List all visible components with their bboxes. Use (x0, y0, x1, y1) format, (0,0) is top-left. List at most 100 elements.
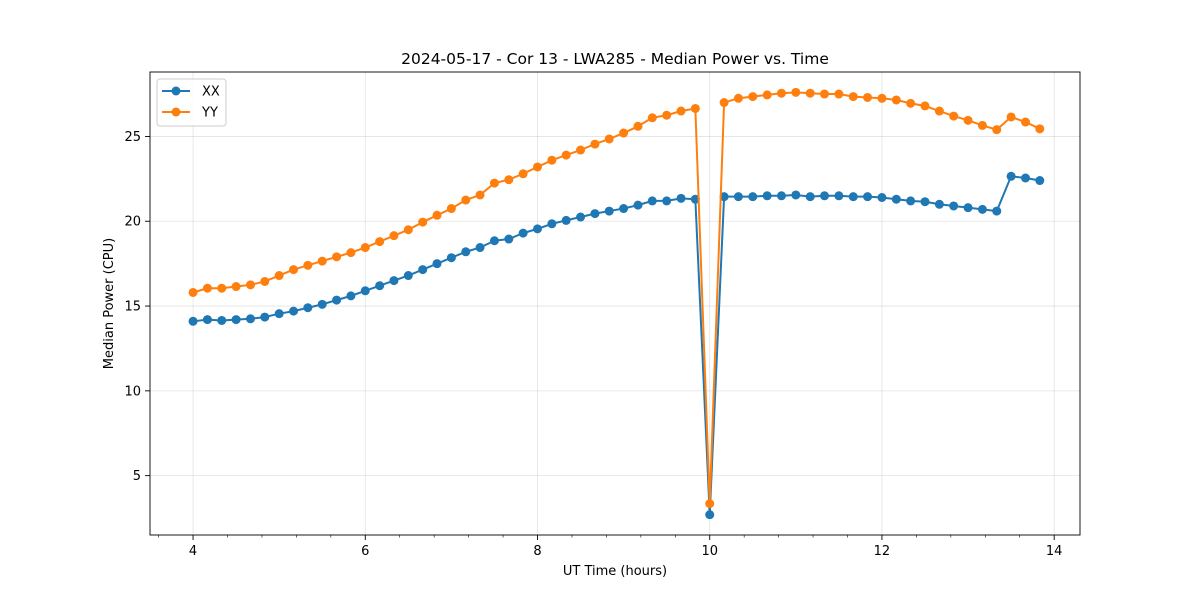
x-tick-label: 14 (1046, 544, 1063, 559)
data-point-yy (949, 111, 959, 121)
data-point-xx (346, 291, 356, 301)
data-point-yy (389, 231, 399, 241)
data-point-xx (619, 204, 629, 214)
data-point-xx (188, 316, 198, 326)
data-point-xx (906, 196, 916, 206)
data-point-xx (705, 510, 715, 520)
data-point-xx (992, 206, 1002, 216)
plot-area-frame (149, 71, 1081, 536)
data-point-yy (1035, 124, 1045, 134)
data-point-yy (963, 115, 973, 125)
data-point-xx (1020, 173, 1030, 183)
data-point-xx (719, 192, 729, 202)
data-point-yy (303, 260, 313, 270)
data-point-yy (820, 89, 830, 99)
data-point-xx (604, 206, 614, 216)
data-point-xx (375, 281, 385, 291)
data-point-yy (504, 175, 514, 185)
data-point-xx (432, 259, 442, 269)
data-point-yy (662, 110, 672, 120)
data-point-xx (217, 315, 227, 325)
data-point-xx (274, 309, 284, 319)
data-point-xx (1006, 171, 1016, 181)
data-point-yy (1006, 112, 1016, 122)
data-point-xx (748, 192, 758, 202)
data-point-xx (834, 191, 844, 201)
data-point-xx (676, 193, 686, 203)
data-point-yy (231, 282, 241, 292)
data-point-yy (891, 95, 901, 105)
data-point-xx (963, 203, 973, 213)
legend-label-xx: XX (202, 85, 220, 100)
legend: XX YY (156, 78, 227, 127)
data-point-xx (561, 215, 571, 225)
data-point-yy (317, 256, 327, 266)
data-point-yy (676, 106, 686, 116)
data-point-xx (389, 276, 399, 286)
data-point-yy (647, 113, 657, 123)
data-point-xx (920, 197, 930, 207)
data-point-yy (705, 499, 715, 509)
legend-marker-yy (171, 107, 181, 117)
data-point-xx (733, 192, 743, 202)
data-point-xx (332, 295, 342, 305)
data-point-yy (748, 92, 758, 102)
data-point-xx (446, 253, 456, 263)
data-point-yy (432, 210, 442, 220)
data-point-yy (418, 217, 428, 227)
data-point-yy (446, 204, 456, 214)
data-point-xx (934, 199, 944, 209)
data-point-yy (375, 237, 385, 247)
data-point-yy (733, 93, 743, 103)
data-point-xx (533, 224, 542, 234)
data-point-xx (289, 306, 299, 316)
data-point-xx (863, 192, 873, 202)
data-point-yy (533, 162, 542, 172)
data-point-yy (934, 106, 944, 116)
data-point-xx (475, 243, 485, 253)
data-point-xx (303, 303, 313, 313)
data-point-yy (791, 87, 801, 97)
data-point-yy (260, 276, 270, 286)
data-point-yy (977, 120, 987, 130)
data-point-xx (877, 193, 887, 202)
data-point-xx (820, 191, 830, 201)
data-point-yy (403, 225, 413, 235)
y-tick-label: 25 (124, 130, 141, 145)
data-point-yy (188, 287, 198, 297)
data-point-xx (805, 192, 815, 202)
data-point-yy (762, 90, 772, 100)
data-point-yy (576, 145, 586, 155)
data-point-yy (346, 248, 356, 258)
x-tick-label: 8 (533, 544, 541, 559)
data-point-yy (805, 88, 815, 98)
data-point-xx (891, 194, 901, 204)
data-point-yy (719, 98, 729, 108)
data-point-xx (633, 200, 643, 210)
data-point-xx (647, 196, 657, 206)
y-tick-label: 20 (124, 215, 141, 230)
data-point-xx (977, 204, 987, 214)
y-tick-label: 15 (124, 300, 141, 315)
y-tick-label: 10 (124, 384, 141, 399)
data-point-yy (1020, 117, 1030, 127)
data-point-yy (690, 103, 700, 113)
data-point-xx (317, 299, 327, 309)
data-point-yy (475, 190, 485, 200)
x-tick-label: 4 (189, 544, 197, 559)
data-point-yy (332, 252, 342, 262)
data-point-yy (776, 88, 786, 98)
data-point-xx (848, 192, 858, 202)
data-point-xx (949, 201, 959, 211)
data-point-yy (245, 280, 255, 290)
data-point-xx (762, 191, 772, 201)
data-point-xx (518, 228, 528, 238)
data-point-yy (834, 89, 844, 99)
x-tick-label: 12 (874, 544, 891, 559)
data-point-yy (561, 150, 571, 160)
data-point-yy (848, 92, 858, 102)
data-point-xx (418, 265, 428, 275)
data-point-xx (1035, 176, 1045, 186)
data-point-yy (633, 121, 643, 131)
data-point-yy (619, 128, 629, 138)
